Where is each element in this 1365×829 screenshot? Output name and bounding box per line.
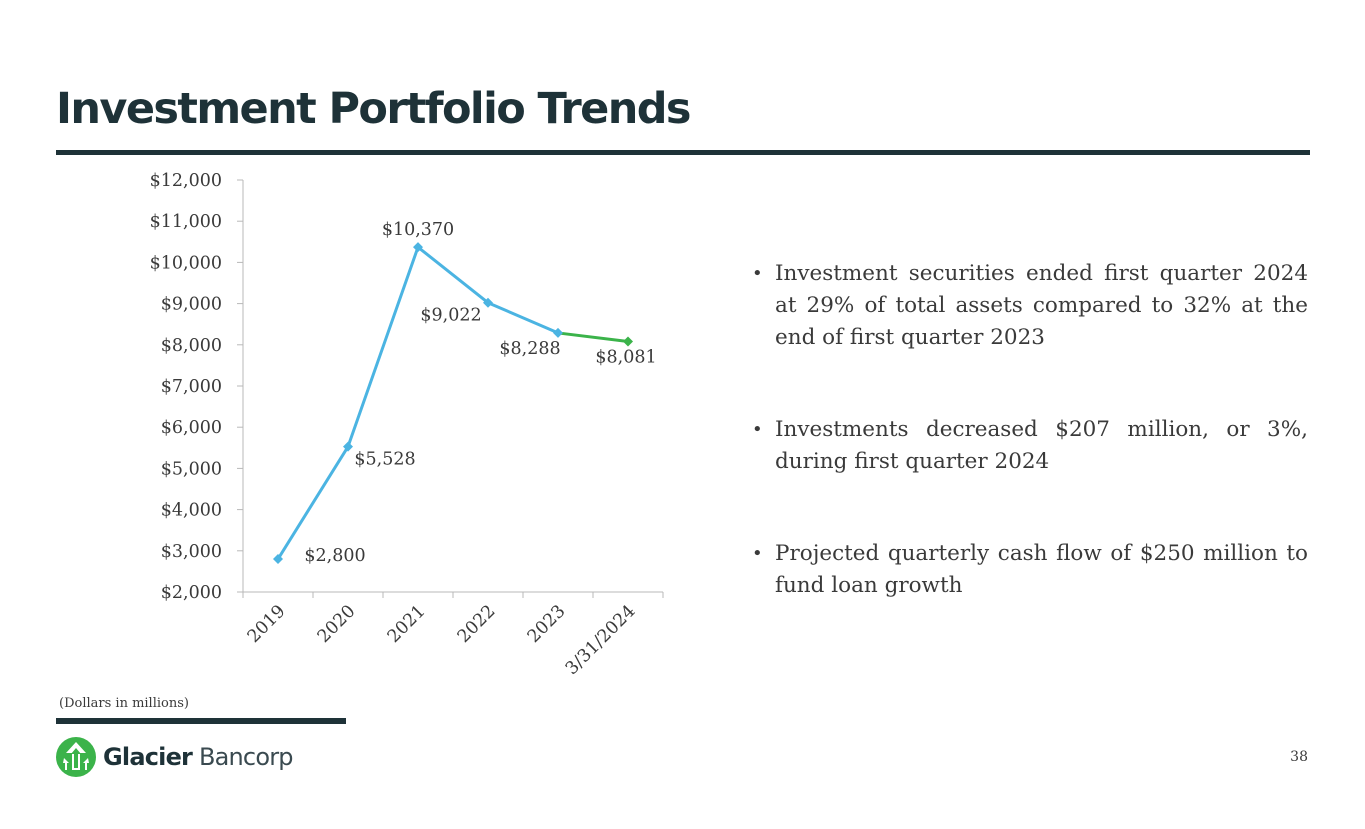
y-axis: $2,000 $3,000 $4,000 $5,000 $6,000 $7,000 $8,0… xyxy=(150,171,244,603)
y-tick-label: $5,000 xyxy=(161,459,222,479)
data-point-marker xyxy=(343,441,353,452)
y-tick-label: $6,000 xyxy=(161,418,222,438)
y-tick-label: $10,000 xyxy=(150,253,222,273)
x-tick-label: 2019 xyxy=(244,601,290,647)
x-tick-label: 2020 xyxy=(314,601,360,647)
series-line-segment xyxy=(556,331,630,343)
y-tick-label: $11,000 xyxy=(150,212,222,232)
data-point-marker xyxy=(623,336,633,347)
logo-word-bancorp: Bancorp xyxy=(198,743,294,771)
y-tick-label: $7,000 xyxy=(161,377,222,397)
data-point-marker xyxy=(553,327,563,338)
title-divider xyxy=(56,150,1310,155)
y-tick-label: $3,000 xyxy=(161,542,222,562)
bullet-item: Investments decreased $207 million, or 3… xyxy=(752,414,1308,478)
glacier-logo-icon xyxy=(56,737,96,777)
y-tick-label: $9,000 xyxy=(161,295,222,315)
data-point-marker xyxy=(413,242,423,253)
series-line-segment xyxy=(486,301,560,335)
data-label: $8,081 xyxy=(595,347,656,367)
series-line-segment xyxy=(416,245,490,305)
glacier-bancorp-logo: Glacier Bancorp xyxy=(55,736,294,778)
data-point-marker xyxy=(273,554,283,565)
x-tick-label: 2021 xyxy=(384,601,430,647)
y-tick-label: $4,000 xyxy=(161,501,222,521)
logo-word-glacier: Glacier xyxy=(103,743,193,771)
investment-line-chart: $2,000 $3,000 $4,000 $5,000 $6,000 $7,000 $8,0… xyxy=(150,171,664,679)
y-tick-label: $12,000 xyxy=(150,171,222,191)
logo-wordmark: Glacier Bancorp xyxy=(103,743,294,771)
data-label: $2,800 xyxy=(304,546,365,566)
data-point-marker xyxy=(483,297,493,308)
footer-divider xyxy=(56,718,346,724)
data-label: $8,288 xyxy=(499,339,560,359)
data-labels: $2,800 $5,528 $10,370 $9,022 $8,288 $8,081 xyxy=(304,220,656,566)
series-investments xyxy=(273,242,633,565)
key-points-list: Investment securities ended first quarte… xyxy=(752,258,1308,602)
bullet-item: Investment securities ended first quarte… xyxy=(752,258,1308,354)
units-footnote: (Dollars in millions) xyxy=(59,696,189,711)
x-tick-label: 2023 xyxy=(524,601,570,647)
data-label: $5,528 xyxy=(354,450,415,470)
y-tick-label: $8,000 xyxy=(161,336,222,356)
page-number: 38 xyxy=(1290,749,1308,765)
data-label: $9,022 xyxy=(420,306,481,326)
page-title: Investment Portfolio Trends xyxy=(56,84,691,134)
x-tick-label: 3/31/2024 xyxy=(562,601,640,679)
x-tick-label: 2022 xyxy=(454,601,500,647)
series-line-segment xyxy=(276,445,350,561)
bullet-item: Projected quarterly cash flow of $250 mi… xyxy=(752,538,1308,602)
series-line-segment xyxy=(346,245,420,449)
y-tick-label: $2,000 xyxy=(161,583,222,603)
data-label: $10,370 xyxy=(382,220,454,240)
